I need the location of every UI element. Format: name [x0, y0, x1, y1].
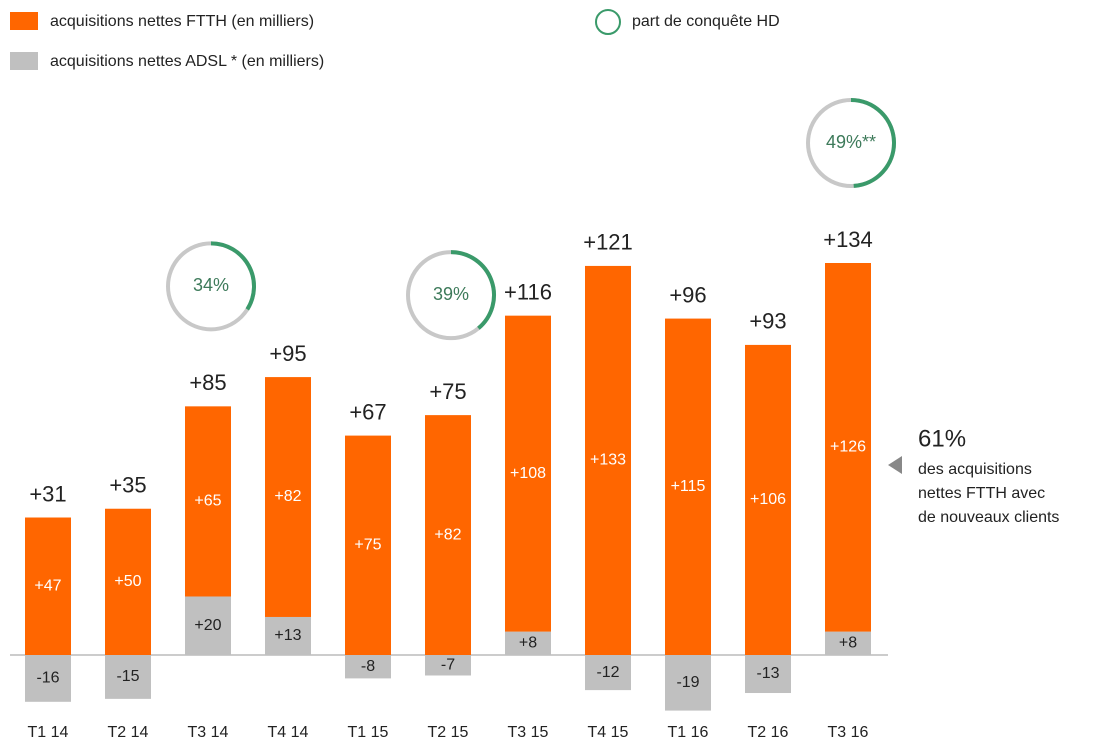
bar-segment	[665, 318, 711, 655]
total-label: +96	[669, 282, 706, 307]
donut-arc	[450, 250, 496, 330]
data-label: +133	[590, 452, 626, 469]
data-label: -8	[361, 658, 375, 675]
donut-arc	[210, 241, 256, 311]
data-label: +126	[830, 439, 866, 456]
data-label: +13	[274, 627, 301, 644]
legend-swatch	[595, 9, 621, 35]
donut-label: 39%	[433, 284, 469, 304]
data-label: -7	[441, 656, 455, 673]
annotation-text: des acquisitions	[918, 461, 1032, 478]
data-label: -12	[596, 664, 619, 681]
x-tick-label: T4 14	[268, 724, 309, 741]
bar-segment	[265, 616, 311, 655]
total-label: +85	[189, 370, 226, 395]
x-tick-label: T1 16	[668, 724, 709, 741]
annotation-arrow	[888, 456, 902, 474]
data-label: -13	[756, 665, 779, 682]
data-label: +8	[519, 635, 537, 652]
x-tick-label: T2 16	[748, 724, 789, 741]
data-label: -15	[116, 668, 139, 685]
total-label: +134	[823, 227, 873, 252]
total-label: +35	[109, 473, 146, 498]
data-label: +8	[839, 635, 857, 652]
bar-segment	[185, 406, 231, 597]
donut-label: 34%	[193, 275, 229, 295]
total-label: +116	[504, 279, 552, 304]
total-label: +95	[269, 341, 306, 366]
bar-segment	[425, 655, 471, 676]
bar-segment	[505, 631, 551, 655]
annotation-text: nettes FTTH avec	[918, 485, 1045, 502]
data-label: -16	[36, 670, 59, 687]
legend-swatch	[10, 12, 38, 30]
x-tick-label: T3 16	[828, 724, 869, 741]
total-label: +67	[349, 399, 386, 424]
bar-segment	[25, 517, 71, 655]
bar-segment	[425, 415, 471, 655]
total-label: +31	[29, 481, 66, 506]
bar-segment	[825, 631, 871, 655]
data-label: +108	[510, 465, 546, 482]
data-label: +82	[274, 488, 301, 505]
data-label: +65	[194, 493, 221, 510]
bar-segment	[505, 315, 551, 632]
bar-segment	[105, 508, 151, 655]
bar-segment	[665, 655, 711, 711]
total-label: +75	[429, 379, 466, 404]
data-label: +50	[114, 573, 141, 590]
data-label: -19	[676, 674, 699, 691]
x-tick-label: T2 14	[108, 724, 149, 741]
x-tick-label: T1 14	[28, 724, 69, 741]
bar-segment	[825, 263, 871, 632]
total-label: +93	[749, 309, 786, 334]
annotation-text: de nouveaux clients	[918, 509, 1059, 526]
donut-arc	[850, 98, 896, 188]
legend-label: acquisitions nettes ADSL * (en milliers)	[50, 53, 324, 70]
bar-segment	[745, 344, 791, 655]
bar-segment	[585, 265, 631, 655]
bar-segment	[105, 655, 151, 699]
total-label: +121	[583, 230, 633, 255]
bar-segment	[745, 655, 791, 694]
annotation-value: 61%	[918, 425, 966, 452]
bar-segment	[25, 655, 71, 702]
bar-segment	[265, 377, 311, 617]
legend-label: acquisitions nettes FTTH (en milliers)	[50, 13, 314, 30]
data-label: +47	[34, 577, 61, 594]
data-label: +106	[750, 491, 786, 508]
x-tick-label: T3 14	[188, 724, 229, 741]
data-label: +115	[671, 478, 706, 495]
bar-segment	[185, 596, 231, 655]
data-label: +82	[434, 526, 461, 543]
legend-label: part de conquête HD	[632, 13, 780, 30]
legend-swatch	[10, 52, 38, 70]
bar-segment	[345, 655, 391, 679]
bar-segment	[585, 655, 631, 691]
data-label: +75	[354, 537, 381, 554]
x-tick-label: T1 15	[348, 724, 389, 741]
x-tick-label: T2 15	[428, 724, 469, 741]
donut-label: 49%**	[826, 132, 876, 152]
bar-segment	[345, 435, 391, 655]
x-tick-label: T3 15	[508, 724, 549, 741]
data-label: +20	[194, 617, 221, 634]
x-tick-label: T4 15	[588, 724, 629, 741]
